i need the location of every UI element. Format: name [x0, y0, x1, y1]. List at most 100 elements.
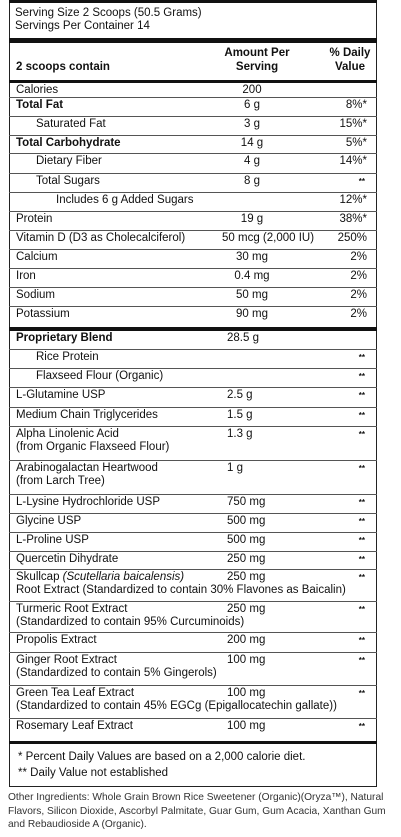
nutrient-name: Protein — [16, 213, 53, 225]
supplement-facts-panel — [9, 0, 377, 787]
blend-ingredient-amount: 250 mg — [227, 571, 266, 583]
row-divider — [9, 268, 377, 269]
blend-ingredient-row: Rosemary Leaf Extract 100 mg ** — [9, 719, 377, 738]
thick-rule-header — [9, 80, 377, 83]
blend-ingredient-amount: 250 mg — [227, 603, 266, 615]
nutrient-row: Total Sugars 8 g ** — [9, 174, 377, 193]
nutrient-row: Total Fat 6 g 8%* — [9, 98, 377, 117]
blend-ingredient-daily-value: ** — [358, 372, 365, 381]
nutrient-name: Calories — [16, 84, 59, 96]
thick-rule-footer — [9, 741, 377, 744]
nutrient-amount: 30 mg — [236, 251, 268, 263]
nutrient-row: Calories 200 — [9, 83, 377, 98]
nutrient-daily-value: 5%* — [345, 137, 367, 149]
nutrient-row: Calcium 30 mg 2% — [9, 250, 377, 269]
row-divider — [9, 97, 377, 98]
nutrient-amount: 14 g — [240, 137, 264, 149]
blend-ingredient-name: Turmeric Root Extract (Standardized to co… — [16, 603, 245, 628]
blend-ingredient-daily-value: ** — [358, 636, 365, 645]
row-divider — [9, 211, 377, 212]
nutrient-name: Total Fat — [16, 99, 64, 111]
nutrient-amount: 50 mg — [236, 289, 268, 301]
blend-ingredient-amount: 100 mg — [227, 654, 266, 666]
nutrient-row: Saturated Fat 3 g 15%* — [9, 117, 377, 136]
nutrient-amount: 19 g — [240, 213, 264, 225]
nutrient-row: Includes 6 g Added Sugars 12%* — [9, 193, 377, 212]
blend-ingredient-row: Proprietary Blend 28.5 g — [9, 331, 377, 350]
blend-ingredient-name: Arabinogalactan Heartwood (from Larch Tre… — [16, 462, 158, 487]
blend-ingredient-row: Flaxseed Flour (Organic) ** — [9, 369, 377, 388]
blend-ingredient-name: Quercetin Dihydrate — [16, 553, 119, 565]
blend-ingredient-daily-value: ** — [358, 517, 365, 526]
row-divider — [9, 569, 377, 570]
blend-ingredient-daily-value: ** — [358, 391, 365, 400]
row-divider — [9, 407, 377, 408]
row-divider — [9, 153, 377, 154]
nutrient-daily-value: 14%* — [339, 155, 368, 167]
blend-ingredient-row: Alpha Linolenic Acid (from Organic Flaxse… — [9, 427, 377, 461]
row-divider — [9, 306, 377, 307]
blend-ingredient-name: Glycine USP — [16, 515, 82, 527]
servings-per-container: Servings Per Container 14 — [15, 20, 150, 32]
blend-ingredient-daily-value: ** — [358, 430, 365, 439]
row-divider — [9, 551, 377, 552]
nutrient-daily-value: 2% — [350, 251, 367, 263]
blend-ingredient-amount: 250 mg — [227, 553, 266, 565]
blend-ingredient-row: Green Tea Leaf Extract (Standardized to c… — [9, 686, 377, 719]
nutrient-name: Includes 6 g Added Sugars — [56, 194, 194, 206]
row-divider — [9, 230, 377, 231]
nutrient-name: Calcium — [16, 251, 58, 263]
nutrient-daily-value: 12%* — [339, 194, 368, 206]
nutrient-row: Vitamin D (D3 as Cholecalciferol) 50 mcg … — [9, 231, 377, 250]
row-divider — [9, 349, 377, 350]
blend-ingredient-row: Turmeric Root Extract (Standardized to co… — [9, 602, 377, 633]
nutrient-amount: 0.4 mg — [234, 270, 270, 282]
blend-ingredient-name: L-Proline USP — [16, 534, 89, 546]
blend-ingredient-daily-value: ** — [358, 573, 365, 582]
nutrient-amount: 4 g — [244, 155, 260, 167]
blend-ingredient-row: Quercetin Dihydrate 250 mg ** — [9, 552, 377, 570]
blend-ingredient-daily-value: ** — [358, 689, 365, 698]
nutrient-row: Dietary Fiber 4 g 14%* — [9, 154, 377, 174]
nutrient-name: Total Sugars — [36, 175, 100, 187]
header-amount-line1: Amount Per — [224, 47, 290, 59]
header-daily-value: % Daily Value — [326, 46, 374, 74]
row-divider — [9, 287, 377, 288]
blend-ingredient-amount: 100 mg — [227, 720, 266, 732]
nutrient-amount: 8 g — [244, 175, 260, 187]
row-divider — [9, 513, 377, 514]
blend-ingredient-daily-value: ** — [358, 464, 365, 473]
blend-ingredient-amount: 2.5 g — [227, 389, 253, 401]
row-divider — [9, 601, 377, 602]
blend-ingredient-daily-value: ** — [358, 536, 365, 545]
nutrient-name: Dietary Fiber — [36, 155, 102, 167]
row-divider — [9, 249, 377, 250]
blend-ingredient-name: Medium Chain Triglycerides — [16, 409, 158, 421]
blend-ingredient-row: L-Lysine Hydrochloride USP 750 mg ** — [9, 495, 377, 514]
blend-ingredient-name: Propolis Extract — [16, 634, 97, 646]
nutrient-amount: 6 g — [244, 99, 260, 111]
nutrient-daily-value: 2% — [350, 289, 367, 301]
nutrient-daily-value: 15%* — [339, 118, 368, 130]
blend-ingredient-row: Glycine USP 500 mg ** — [9, 514, 377, 533]
nutrient-name: Vitamin D (D3 as Cholecalciferol) — [16, 232, 186, 244]
header-dv-line2: Value — [334, 61, 366, 73]
row-divider — [9, 368, 377, 369]
blend-ingredient-daily-value: ** — [358, 411, 365, 420]
header-amount: Amount Per Serving — [213, 46, 301, 74]
nutrient-daily-value: 250% — [337, 232, 367, 244]
blend-ingredient-amount: 500 mg — [227, 534, 266, 546]
blend-ingredient-daily-value: ** — [358, 555, 365, 564]
header-amount-line2: Serving — [235, 61, 279, 73]
blend-ingredient-name: Proprietary Blend — [16, 332, 113, 344]
nutrient-daily-value: 8%* — [345, 99, 367, 111]
top-rule — [9, 0, 377, 3]
nutrient-row: Potassium 90 mg 2% — [9, 307, 377, 327]
row-divider — [9, 135, 377, 136]
blend-ingredient-daily-value: ** — [358, 656, 365, 665]
row-divider — [9, 173, 377, 174]
blend-ingredient-name: Green Tea Leaf Extract (Standardized to c… — [16, 687, 337, 712]
blend-ingredient-name: L-Lysine Hydrochloride USP — [16, 496, 161, 508]
nutrient-daily-value: 2% — [350, 308, 367, 320]
blend-ingredient-row: L-Proline USP 500 mg ** — [9, 533, 377, 552]
